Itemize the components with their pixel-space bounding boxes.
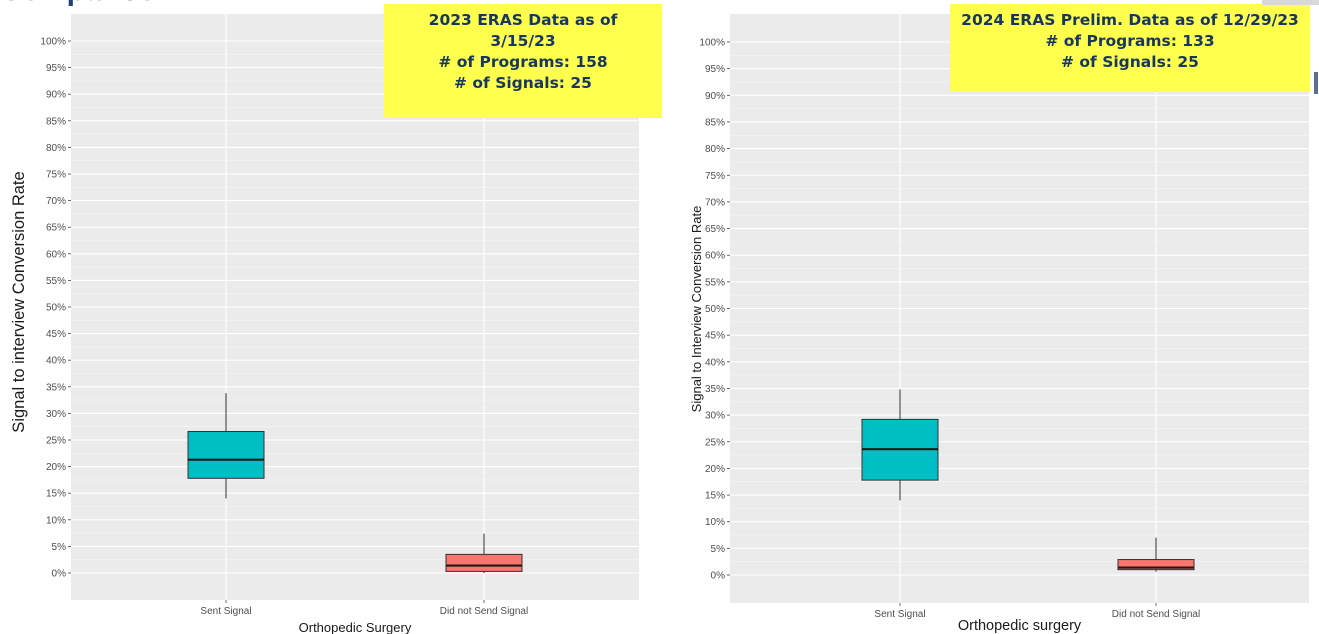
y-tick-label: 85% bbox=[705, 117, 725, 128]
y-tick-label: 5% bbox=[52, 542, 67, 553]
x-axis-title: Orthopedic Surgery bbox=[299, 620, 412, 634]
y-tick-label: 0% bbox=[52, 569, 67, 580]
page-title: Comparison bbox=[0, 0, 175, 8]
y-tick-label: 30% bbox=[705, 411, 725, 422]
y-axis-title: Signal to interview Conversion Rate bbox=[10, 171, 28, 432]
x-tick-label: Did not Send Signal bbox=[1112, 609, 1200, 620]
callout-line: 3/15/23 bbox=[490, 32, 556, 50]
y-tick-label: 100% bbox=[699, 38, 725, 49]
y-tick-label: 15% bbox=[705, 491, 725, 502]
y-tick-label: 80% bbox=[46, 143, 66, 154]
x-tick-label: Sent Signal bbox=[200, 606, 251, 617]
y-tick-label: 45% bbox=[705, 331, 725, 342]
callout-line: # of Programs: 158 bbox=[438, 53, 608, 71]
y-tick-label: 5% bbox=[711, 544, 726, 555]
y-tick-label: 85% bbox=[46, 116, 66, 127]
y-tick-label: 35% bbox=[46, 382, 66, 393]
y-tick-label: 30% bbox=[46, 409, 66, 420]
box-plot-2024: 0% 5% 10% 15% 20% 25% 30% 35% 40% 45% 50% 55% 60% 65%… bbox=[689, 14, 1309, 634]
x-axis-title: Orthopedic surgery bbox=[958, 618, 1082, 634]
y-tick-label: 35% bbox=[705, 384, 725, 395]
y-tick-label: 25% bbox=[46, 436, 66, 447]
y-tick-label: 100% bbox=[40, 37, 66, 48]
edge-decoration bbox=[1314, 72, 1318, 94]
y-tick-label: 40% bbox=[705, 357, 725, 368]
data-callout-2023: 2023 ERAS Data as of 3/15/23 # of Progra… bbox=[384, 4, 662, 118]
y-tick-label: 90% bbox=[705, 91, 725, 102]
callout-line: 2024 ERAS Prelim. Data as of 12/29/23 bbox=[961, 11, 1299, 29]
x-tick-label: Did not Send Signal bbox=[440, 606, 528, 617]
y-tick-label: 55% bbox=[705, 277, 725, 288]
y-tick-label: 0% bbox=[711, 571, 726, 582]
y-tick-label: 10% bbox=[46, 515, 66, 526]
box-iqr bbox=[445, 553, 523, 572]
callout-line: # of Signals: 25 bbox=[1061, 53, 1199, 71]
callout-line: 2023 ERAS Data as of bbox=[428, 11, 618, 29]
y-tick-label: 25% bbox=[705, 437, 725, 448]
y-tick-label: 65% bbox=[705, 224, 725, 235]
callout-line: # of Signals: 25 bbox=[454, 74, 592, 92]
callout-line: # of Programs: 133 bbox=[1045, 32, 1215, 50]
y-tick-label: 15% bbox=[46, 489, 66, 500]
y-tick-label: 55% bbox=[46, 276, 66, 287]
box-iqr bbox=[187, 430, 265, 479]
y-tick-label: 75% bbox=[705, 171, 725, 182]
y-axis-title: Signal to Interview Conversion Rate bbox=[689, 206, 704, 413]
box-iqr bbox=[1117, 559, 1195, 571]
y-tick-label: 60% bbox=[705, 251, 725, 262]
y-tick-label: 20% bbox=[705, 464, 725, 475]
y-tick-label: 45% bbox=[46, 329, 66, 340]
data-callout-2024: 2024 ERAS Prelim. Data as of 12/29/23 # … bbox=[950, 4, 1310, 92]
y-tick-label: 40% bbox=[46, 356, 66, 367]
y-tick-label: 90% bbox=[46, 90, 66, 101]
y-tick-label: 95% bbox=[705, 64, 725, 75]
y-tick-label: 65% bbox=[46, 223, 66, 234]
y-tick-label: 50% bbox=[46, 303, 66, 314]
x-tick-label: Sent Signal bbox=[874, 609, 925, 620]
y-tick-label: 10% bbox=[705, 517, 725, 528]
y-tick-label: 95% bbox=[46, 63, 66, 74]
y-tick-label: 20% bbox=[46, 462, 66, 473]
y-tick-label: 70% bbox=[705, 197, 725, 208]
y-tick-label: 80% bbox=[705, 144, 725, 155]
y-tick-label: 70% bbox=[46, 196, 66, 207]
y-tick-label: 75% bbox=[46, 170, 66, 181]
y-tick-label: 60% bbox=[46, 249, 66, 260]
y-tick-label: 50% bbox=[705, 304, 725, 315]
corner-decoration bbox=[1262, 0, 1319, 5]
